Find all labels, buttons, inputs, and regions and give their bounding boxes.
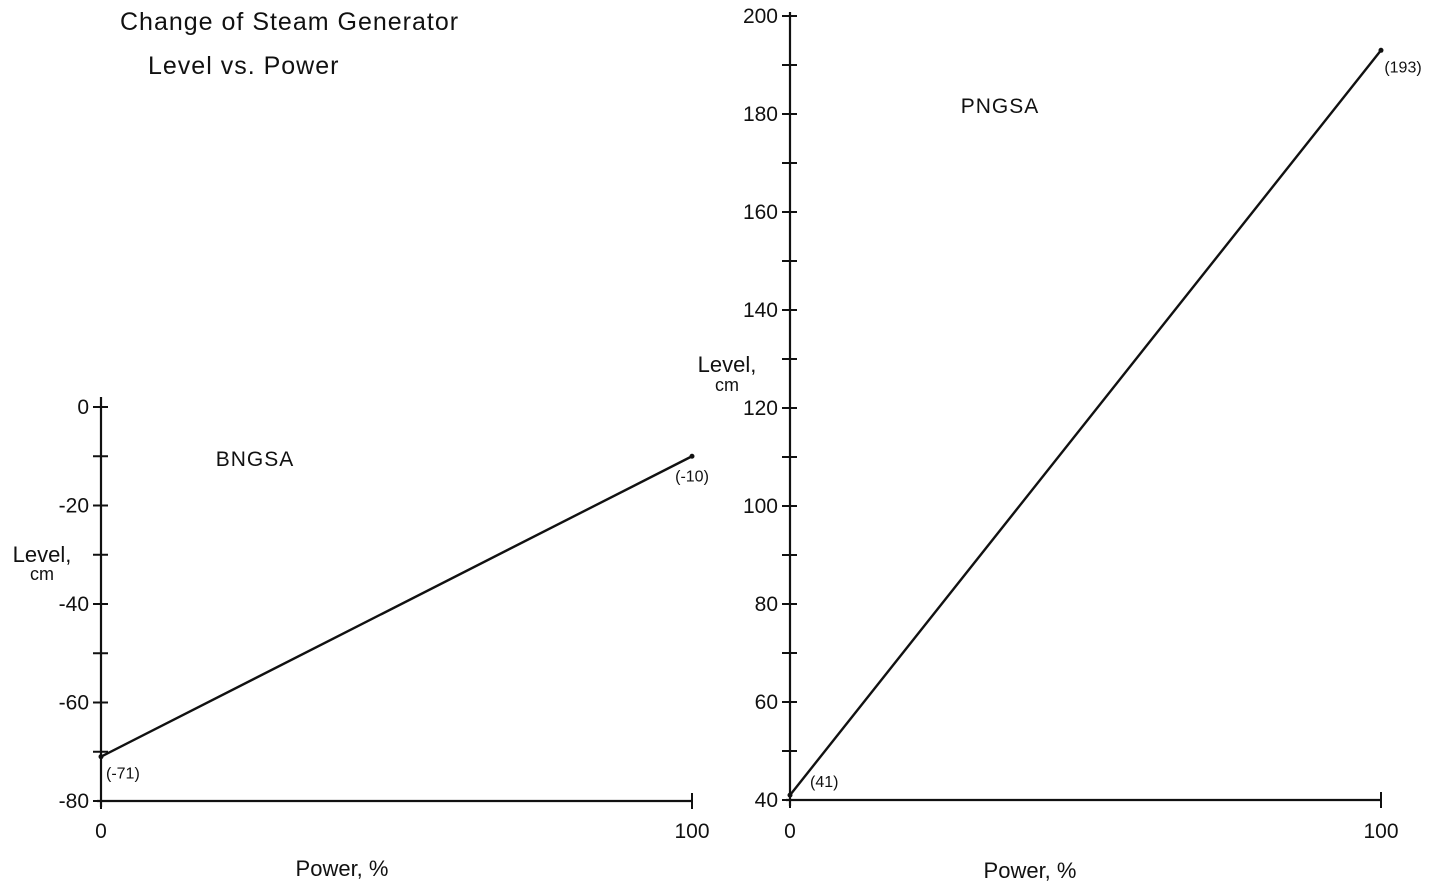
x-axis-title: Power, % (984, 858, 1077, 883)
data-line (100, 455, 693, 758)
series-label: PNGSA (961, 95, 1040, 118)
y-tick-label: 180 (743, 103, 778, 126)
data-point (787, 792, 793, 798)
y-tick-label: -60 (59, 692, 89, 715)
y-axis-title: Level, (698, 352, 757, 377)
y-tick-label: 120 (743, 397, 778, 420)
y-axis-unit: cm (715, 375, 739, 395)
data-point-label: (-10) (675, 468, 709, 485)
data-point-label: (193) (1384, 59, 1421, 76)
y-tick-label: 140 (743, 299, 778, 322)
y-axis-title: Level, (13, 542, 72, 567)
x-tick-label: 0 (784, 820, 796, 843)
y-tick-label: 80 (755, 593, 778, 616)
pngsa-chart: 40 60 80 100 120 140 160 180 200 0 100 Power, % Leve… (698, 5, 1422, 883)
x-tick-label: 0 (95, 820, 107, 843)
y-tick-label: 40 (755, 789, 778, 812)
figure-title-line2: Level vs. Power (148, 52, 339, 80)
y-tick-label: -20 (59, 495, 89, 518)
figure-title-line1: Change of Steam Generator (120, 8, 459, 36)
y-tick-label: 100 (743, 495, 778, 518)
y-tick-label: 60 (755, 691, 778, 714)
x-tick-label: 100 (1363, 820, 1398, 843)
data-point-label: (41) (810, 774, 838, 791)
data-point (689, 453, 695, 459)
x-axis-title: Power, % (296, 856, 389, 881)
series-label: BNGSA (216, 448, 295, 471)
y-tick-label: 160 (743, 201, 778, 224)
data-point (1378, 47, 1384, 53)
y-tick-label: -40 (59, 593, 89, 616)
data-point (98, 754, 104, 760)
y-tick-label: -80 (59, 790, 89, 813)
x-tick-label: 100 (674, 820, 709, 843)
y-tick-label: 0 (77, 396, 89, 419)
data-point-label: (-71) (106, 766, 140, 783)
y-axis-unit: cm (30, 564, 54, 584)
bngsa-chart: 0 -20 -40 -60 -80 0 100 Power, % Level,cm BNGSA (-… (13, 396, 710, 881)
data-line (789, 49, 1382, 796)
y-tick-label: 200 (743, 5, 778, 28)
